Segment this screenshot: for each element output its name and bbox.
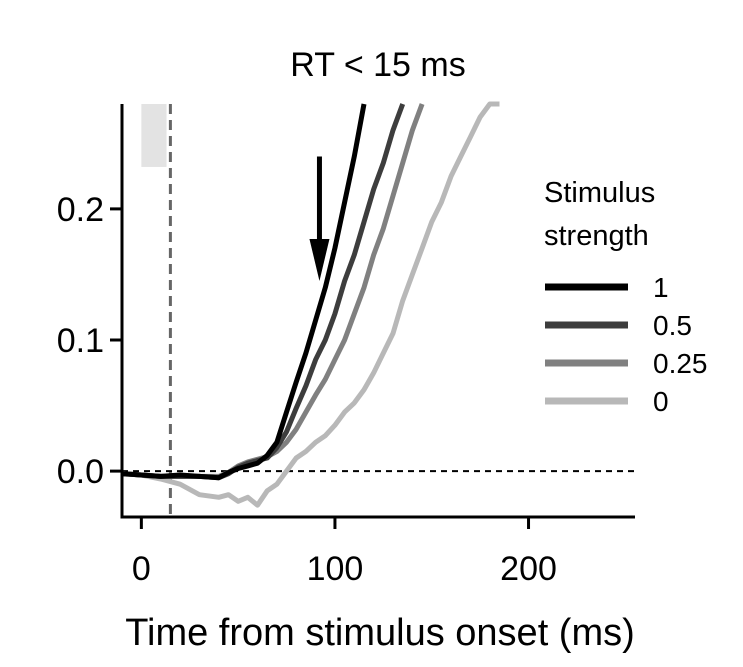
y-tick-label: 0.1: [57, 322, 104, 360]
x-tick-label: 200: [500, 550, 557, 588]
x-ticks: 0 100 200: [132, 517, 557, 588]
chart-title: RT < 15 ms: [290, 46, 465, 84]
arrow-annotation-head: [309, 239, 330, 281]
y-tick-label: 0.0: [57, 453, 104, 491]
legend-title-line-1: Stimulus: [544, 177, 655, 209]
legend-label-0.5: 0.5: [653, 310, 692, 341]
legend-items: 1 0.5 0.25 0: [545, 272, 708, 417]
series-line-1: [121, 103, 367, 481]
series-line-0: [121, 101, 500, 508]
y-tick-label: 0.2: [57, 191, 104, 229]
rt-window-shade: [141, 104, 167, 167]
legend-label-0.25: 0.25: [653, 348, 708, 379]
legend-label-1: 1: [653, 272, 669, 303]
x-tick-label: 100: [307, 550, 364, 588]
legend-title-line-2: strength: [544, 220, 649, 252]
y-ticks: 0.0 0.1 0.2: [57, 191, 122, 491]
series-line-0.25: [121, 103, 425, 479]
legend: Stimulus strength 1 0.5 0.25 0: [544, 177, 708, 417]
x-axis-title: Time from stimulus onset (ms): [125, 612, 635, 654]
legend-label-0: 0: [653, 386, 669, 417]
x-tick-label: 0: [132, 550, 151, 588]
